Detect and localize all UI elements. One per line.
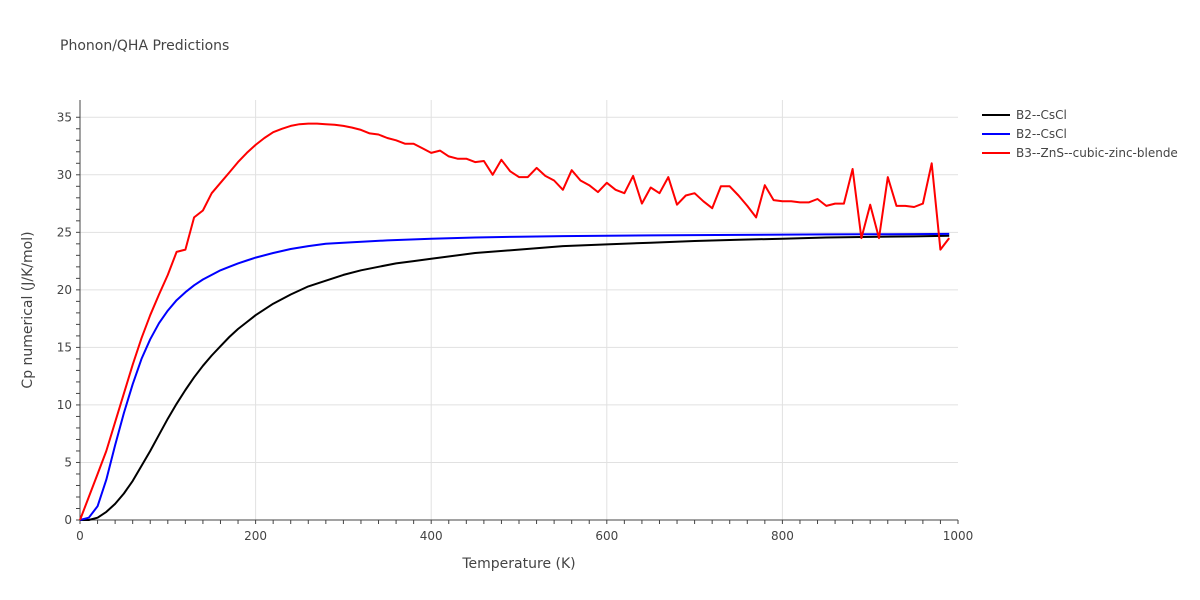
grid <box>80 100 958 520</box>
series-line-2 <box>79 122 950 521</box>
x-axis-label: Temperature (K) <box>461 556 575 572</box>
y-tick-label: 30 <box>57 168 72 182</box>
series-line-1 <box>79 232 950 521</box>
legend-label: B3--ZnS--cubic-zinc-blende <box>1016 146 1178 160</box>
y-tick-label: 0 <box>64 513 72 527</box>
series-group <box>79 122 950 521</box>
chart-title: Phonon/QHA Predictions <box>60 38 229 54</box>
legend-item[interactable]: B3--ZnS--cubic-zinc-blende <box>982 146 1178 160</box>
legend-item[interactable]: B2--CsCl <box>982 127 1067 141</box>
y-tick-label: 25 <box>57 225 72 239</box>
y-tick-label: 10 <box>57 398 72 412</box>
x-tick-label: 800 <box>771 529 794 543</box>
series-line-0 <box>80 234 950 521</box>
legend-item[interactable]: B2--CsCl <box>982 108 1067 122</box>
legend[interactable]: B2--CsCl B2--CsCl B3--ZnS--cubic-zinc-blen… <box>982 108 1178 160</box>
x-tick-label: 1000 <box>943 529 974 543</box>
x-tick-label: 600 <box>595 529 618 543</box>
y-tick-label: 20 <box>57 283 72 297</box>
y-tick-label: 35 <box>57 110 72 124</box>
y-tick-label: 5 <box>64 455 72 469</box>
axes: 0 5 10 15 20 25 30 35 0 200 400 600 800 1000 <box>57 100 974 543</box>
x-tick-label: 400 <box>420 529 443 543</box>
legend-label: B2--CsCl <box>1016 127 1067 141</box>
y-tick-label: 15 <box>57 340 72 354</box>
y-axis-label: Cp numerical (J/K/mol) <box>20 231 36 388</box>
legend-label: B2--CsCl <box>1016 108 1067 122</box>
x-tick-label: 200 <box>244 529 267 543</box>
x-tick-label: 0 <box>76 529 84 543</box>
